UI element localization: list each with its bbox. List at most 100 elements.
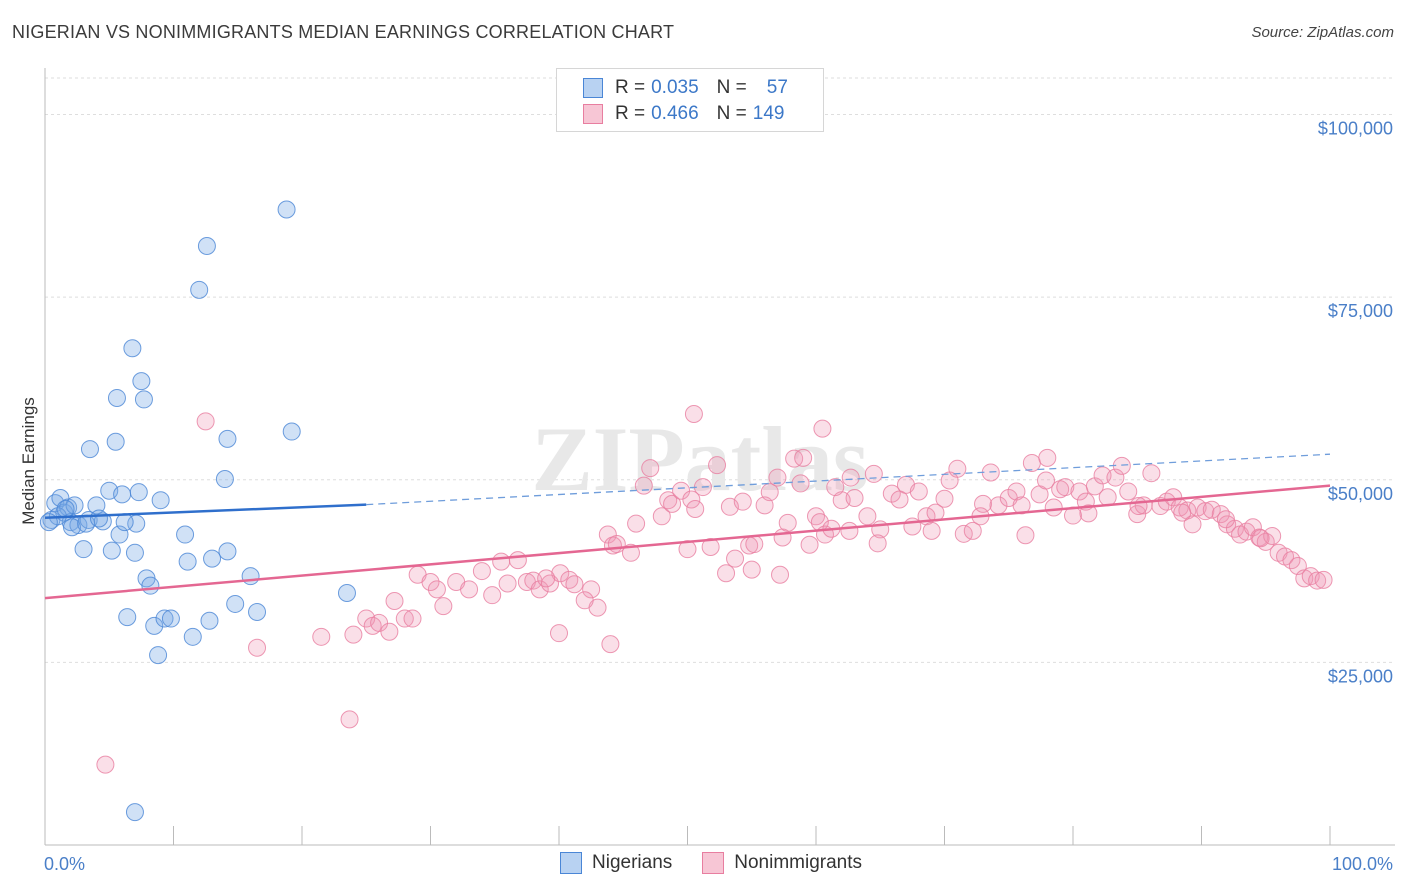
point-nonimmigrants <box>840 521 859 540</box>
point-nigerians <box>87 496 106 515</box>
point-nonimmigrants <box>403 609 422 628</box>
point-nonimmigrants <box>312 627 331 646</box>
trend-line-nigerians-extension <box>366 453 1331 506</box>
point-nonimmigrants <box>682 490 701 509</box>
point-nonimmigrants <box>1119 482 1138 501</box>
point-nonimmigrants <box>726 549 745 568</box>
point-nonimmigrants <box>794 448 813 467</box>
point-nonimmigrants <box>909 482 928 501</box>
point-nigerians <box>218 542 237 561</box>
y-tick-label: $25,000 <box>1328 666 1393 686</box>
point-nonimmigrants <box>1263 527 1282 546</box>
point-nigerians <box>337 583 356 602</box>
trend-lines <box>44 453 1331 600</box>
point-nonimmigrants <box>1183 515 1202 534</box>
point-nonimmigrants <box>1216 510 1235 529</box>
point-nigerians <box>200 611 219 630</box>
point-nonimmigrants <box>742 560 761 579</box>
point-nonimmigrants <box>627 514 646 533</box>
point-nonimmigrants <box>1129 497 1148 516</box>
point-nonimmigrants <box>813 419 832 438</box>
point-nonimmigrants <box>652 507 671 526</box>
legend-r-value: 0.035 <box>651 77 699 98</box>
legend-label-nonimmigrants: Nonimmigrants <box>734 852 863 873</box>
point-nonimmigrants <box>641 459 660 478</box>
point-nonimmigrants <box>858 507 877 526</box>
point-nonimmigrants <box>1225 519 1244 538</box>
point-nonimmigrants <box>196 412 215 431</box>
point-nonimmigrants <box>771 565 790 584</box>
point-nigerians <box>141 576 160 595</box>
point-nonimmigrants <box>1016 526 1035 545</box>
series-legend: Nigerians Nonimmigrants <box>560 852 892 874</box>
point-nigerians <box>132 372 151 391</box>
point-nigerians <box>248 602 267 621</box>
legend-item-nonimmigrants[interactable]: Nonimmigrants <box>702 852 862 874</box>
point-nonimmigrants <box>1098 488 1117 507</box>
legend-n-label: N = <box>716 77 747 98</box>
point-nonimmigrants <box>460 580 479 599</box>
point-nigerians <box>62 518 81 537</box>
point-nigerians <box>125 543 144 562</box>
legend-n-value: 149 <box>752 103 785 124</box>
point-nonimmigrants <box>380 622 399 641</box>
point-nonimmigrants <box>1251 529 1270 548</box>
legend-n-value: 57 <box>766 77 788 98</box>
point-nonimmigrants <box>948 459 967 478</box>
point-nigerians <box>155 609 174 628</box>
legend-r-value: 0.466 <box>651 103 699 124</box>
point-nonimmigrants <box>483 586 502 605</box>
x-tick-label-start: 0.0% <box>44 854 85 874</box>
point-nigerians <box>149 646 168 665</box>
point-nigerians <box>118 608 137 627</box>
point-nonimmigrants <box>663 494 682 513</box>
point-nonimmigrants <box>1037 471 1056 490</box>
point-nonimmigrants <box>395 609 414 628</box>
point-nonimmigrants <box>922 521 941 540</box>
point-nonimmigrants <box>344 625 363 644</box>
point-nonimmigrants <box>1044 498 1063 517</box>
axes <box>44 68 1395 846</box>
swatch-nigerians <box>560 852 582 874</box>
point-nigerians <box>145 616 164 635</box>
point-nonimmigrants <box>634 476 653 495</box>
point-nonimmigrants <box>717 564 736 583</box>
point-nonimmigrants <box>551 564 570 583</box>
point-nonimmigrants <box>598 525 617 544</box>
point-nigerians <box>129 483 148 502</box>
point-nigerians <box>241 567 260 586</box>
legend-r-label: R = <box>615 77 646 98</box>
point-nonimmigrants <box>472 562 491 581</box>
point-nonimmigrants <box>550 624 568 643</box>
point-nonimmigrants <box>565 575 584 594</box>
point-nonimmigrants <box>826 478 845 497</box>
point-nigerians <box>151 491 170 510</box>
point-nonimmigrants <box>1308 571 1327 590</box>
point-nonimmigrants <box>733 492 752 511</box>
point-nigerians <box>89 509 108 528</box>
point-nonimmigrants <box>582 580 601 599</box>
point-nonimmigrants <box>434 597 453 616</box>
point-nonimmigrants <box>785 449 804 468</box>
legend-label-nigerians: Nigerians <box>592 852 673 873</box>
point-nonimmigrants <box>701 537 720 556</box>
point-nonimmigrants <box>427 580 446 599</box>
point-nigerians <box>102 541 121 560</box>
point-nigerians <box>65 496 84 515</box>
point-nigerians <box>178 552 197 571</box>
point-nonimmigrants <box>791 474 810 493</box>
point-nigerians <box>106 432 125 451</box>
legend-item-nigerians[interactable]: Nigerians <box>560 852 672 874</box>
trend-line-nigerians <box>44 503 367 519</box>
point-nonimmigrants <box>1142 464 1161 483</box>
point-nonimmigrants <box>768 468 787 487</box>
point-nonimmigrants <box>96 755 115 774</box>
point-nonimmigrants <box>621 543 640 562</box>
point-nonimmigrants <box>1038 448 1057 467</box>
point-nonimmigrants <box>864 464 883 483</box>
y-tick-label: $100,000 <box>1318 119 1393 139</box>
point-nonimmigrants <box>421 573 440 592</box>
point-nonimmigrants <box>508 551 527 570</box>
point-nonimmigrants <box>340 710 359 729</box>
legend-r-label: R = <box>615 103 646 124</box>
